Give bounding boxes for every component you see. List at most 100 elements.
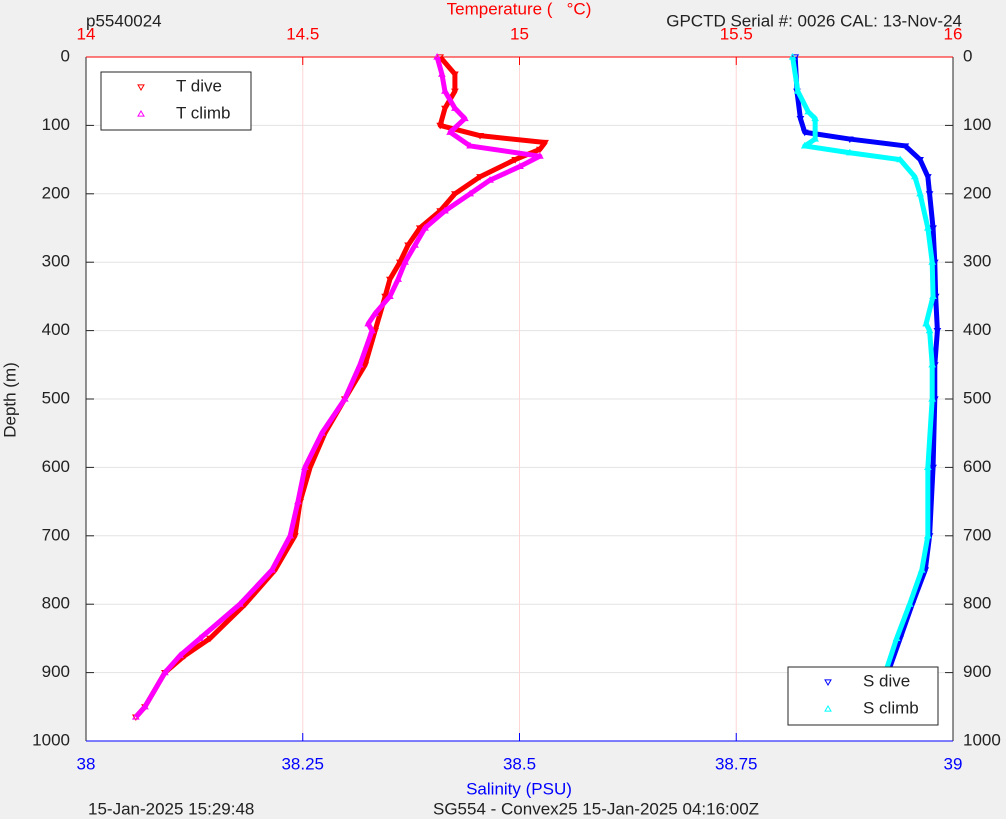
profile-marker bbox=[451, 88, 459, 96]
x-tick-label: 38 bbox=[77, 754, 96, 773]
profile-marker bbox=[476, 133, 484, 140]
x-axis-title: Salinity (PSU) bbox=[466, 779, 572, 798]
legend: S dive S climb bbox=[787, 666, 939, 726]
profile-marker bbox=[461, 114, 469, 122]
profile-marker bbox=[356, 360, 364, 368]
legend-label: S climb bbox=[863, 698, 919, 717]
profile-marker bbox=[788, 53, 797, 60]
profile-marker bbox=[466, 141, 474, 149]
profile-marker bbox=[811, 135, 820, 142]
profile-line bbox=[133, 55, 548, 719]
profile-marker bbox=[476, 174, 484, 181]
y-tick-label: 500 bbox=[42, 388, 70, 407]
profile-marker bbox=[451, 104, 459, 111]
profile-marker bbox=[306, 464, 314, 472]
profile-marker bbox=[923, 463, 932, 470]
x-tick-label: 38.25 bbox=[281, 754, 324, 773]
profile-marker bbox=[486, 176, 494, 183]
y-axis-title: Depth (m) bbox=[0, 362, 19, 438]
profile-marker bbox=[141, 702, 149, 710]
y-right-tick-label: 800 bbox=[963, 594, 991, 613]
profile-marker bbox=[536, 146, 544, 154]
y-tick-label: 900 bbox=[42, 662, 70, 681]
profile-marker bbox=[340, 395, 349, 402]
profile-marker bbox=[286, 531, 295, 539]
x2-tick-label: 14 bbox=[77, 24, 96, 43]
profile-marker bbox=[433, 53, 442, 60]
y-right-tick-label: 600 bbox=[963, 457, 991, 476]
profile-marker bbox=[922, 319, 930, 327]
profile-marker bbox=[401, 258, 409, 265]
y-tick-label: 0 bbox=[61, 46, 70, 65]
footer-date: 15-Jan-2025 15:29:48 bbox=[88, 799, 254, 818]
profile-marker bbox=[928, 395, 937, 402]
y-right-tick-label: 700 bbox=[963, 525, 991, 544]
profile-marker bbox=[368, 326, 376, 334]
x-tick-label: 38.75 bbox=[715, 754, 758, 773]
profile-marker bbox=[928, 360, 937, 368]
y-tick-label: 600 bbox=[42, 457, 70, 476]
profile-marker bbox=[206, 635, 214, 643]
profile-marker bbox=[923, 224, 932, 231]
profile-marker bbox=[395, 259, 404, 267]
profile-marker bbox=[415, 225, 424, 232]
profile-marker bbox=[892, 634, 901, 641]
profile-marker bbox=[364, 319, 373, 327]
profile-marker bbox=[394, 275, 402, 282]
profile-marker bbox=[804, 107, 813, 115]
profile-marker bbox=[933, 328, 942, 335]
x2-tick-label: 14.5 bbox=[286, 24, 319, 43]
x-tick-label: 39 bbox=[944, 754, 963, 773]
y-right-tick-label: 900 bbox=[963, 662, 991, 681]
x-tick-label: 38.5 bbox=[503, 754, 536, 773]
profile-marker bbox=[294, 497, 302, 505]
profile-marker bbox=[176, 651, 184, 659]
y-tick-label: 1000 bbox=[32, 730, 70, 749]
profile-marker bbox=[901, 143, 910, 150]
y-right-tick-label: 300 bbox=[963, 252, 991, 271]
profile-marker bbox=[161, 668, 169, 676]
profile-marker bbox=[404, 242, 412, 250]
profile-marker bbox=[291, 533, 299, 540]
legend-label: T climb bbox=[176, 103, 230, 122]
legend-label: T dive bbox=[176, 76, 222, 95]
profile-marker bbox=[925, 326, 934, 334]
y-tick-label: 300 bbox=[42, 252, 70, 271]
y-right-tick-label: 500 bbox=[963, 388, 991, 407]
profile-marker bbox=[929, 464, 937, 472]
profile-marker bbox=[800, 141, 809, 149]
profile-marker bbox=[923, 174, 932, 181]
legend-marker bbox=[824, 679, 832, 686]
x2-tick-label: 15 bbox=[510, 24, 529, 43]
profile-marker bbox=[845, 148, 854, 156]
profile-marker bbox=[386, 292, 394, 299]
footer-mission: SG554 - Convex25 15-Jan-2025 04:16:00Z bbox=[433, 799, 759, 818]
y-tick-label: 200 bbox=[42, 183, 70, 202]
y-tick-label: 700 bbox=[42, 525, 70, 544]
legend-label: S dive bbox=[863, 671, 910, 690]
profile-marker bbox=[131, 713, 140, 720]
profile-marker bbox=[411, 241, 419, 248]
legend: T dive T climb bbox=[100, 71, 252, 131]
profile-marker bbox=[536, 152, 544, 159]
profile-marker bbox=[236, 600, 244, 607]
x2-tick-label: 16 bbox=[944, 24, 963, 43]
y-tick-label: 100 bbox=[42, 115, 70, 134]
legend-marker bbox=[137, 84, 145, 91]
legend-marker bbox=[824, 705, 832, 712]
profile-marker bbox=[541, 139, 549, 147]
profile-marker bbox=[436, 122, 445, 130]
x2-axis-title: Temperature ( °C) bbox=[447, 0, 592, 18]
profile-marker bbox=[929, 225, 937, 232]
profile-marker bbox=[928, 258, 937, 265]
profile-marker bbox=[811, 114, 820, 122]
profile-marker bbox=[923, 531, 932, 539]
profile-marker bbox=[466, 189, 474, 197]
y-right-tick-label: 1000 bbox=[963, 730, 1001, 749]
profile-marker bbox=[451, 71, 459, 79]
profile-marker bbox=[268, 566, 276, 573]
legend-box bbox=[100, 71, 252, 131]
profile-marker bbox=[446, 128, 455, 135]
